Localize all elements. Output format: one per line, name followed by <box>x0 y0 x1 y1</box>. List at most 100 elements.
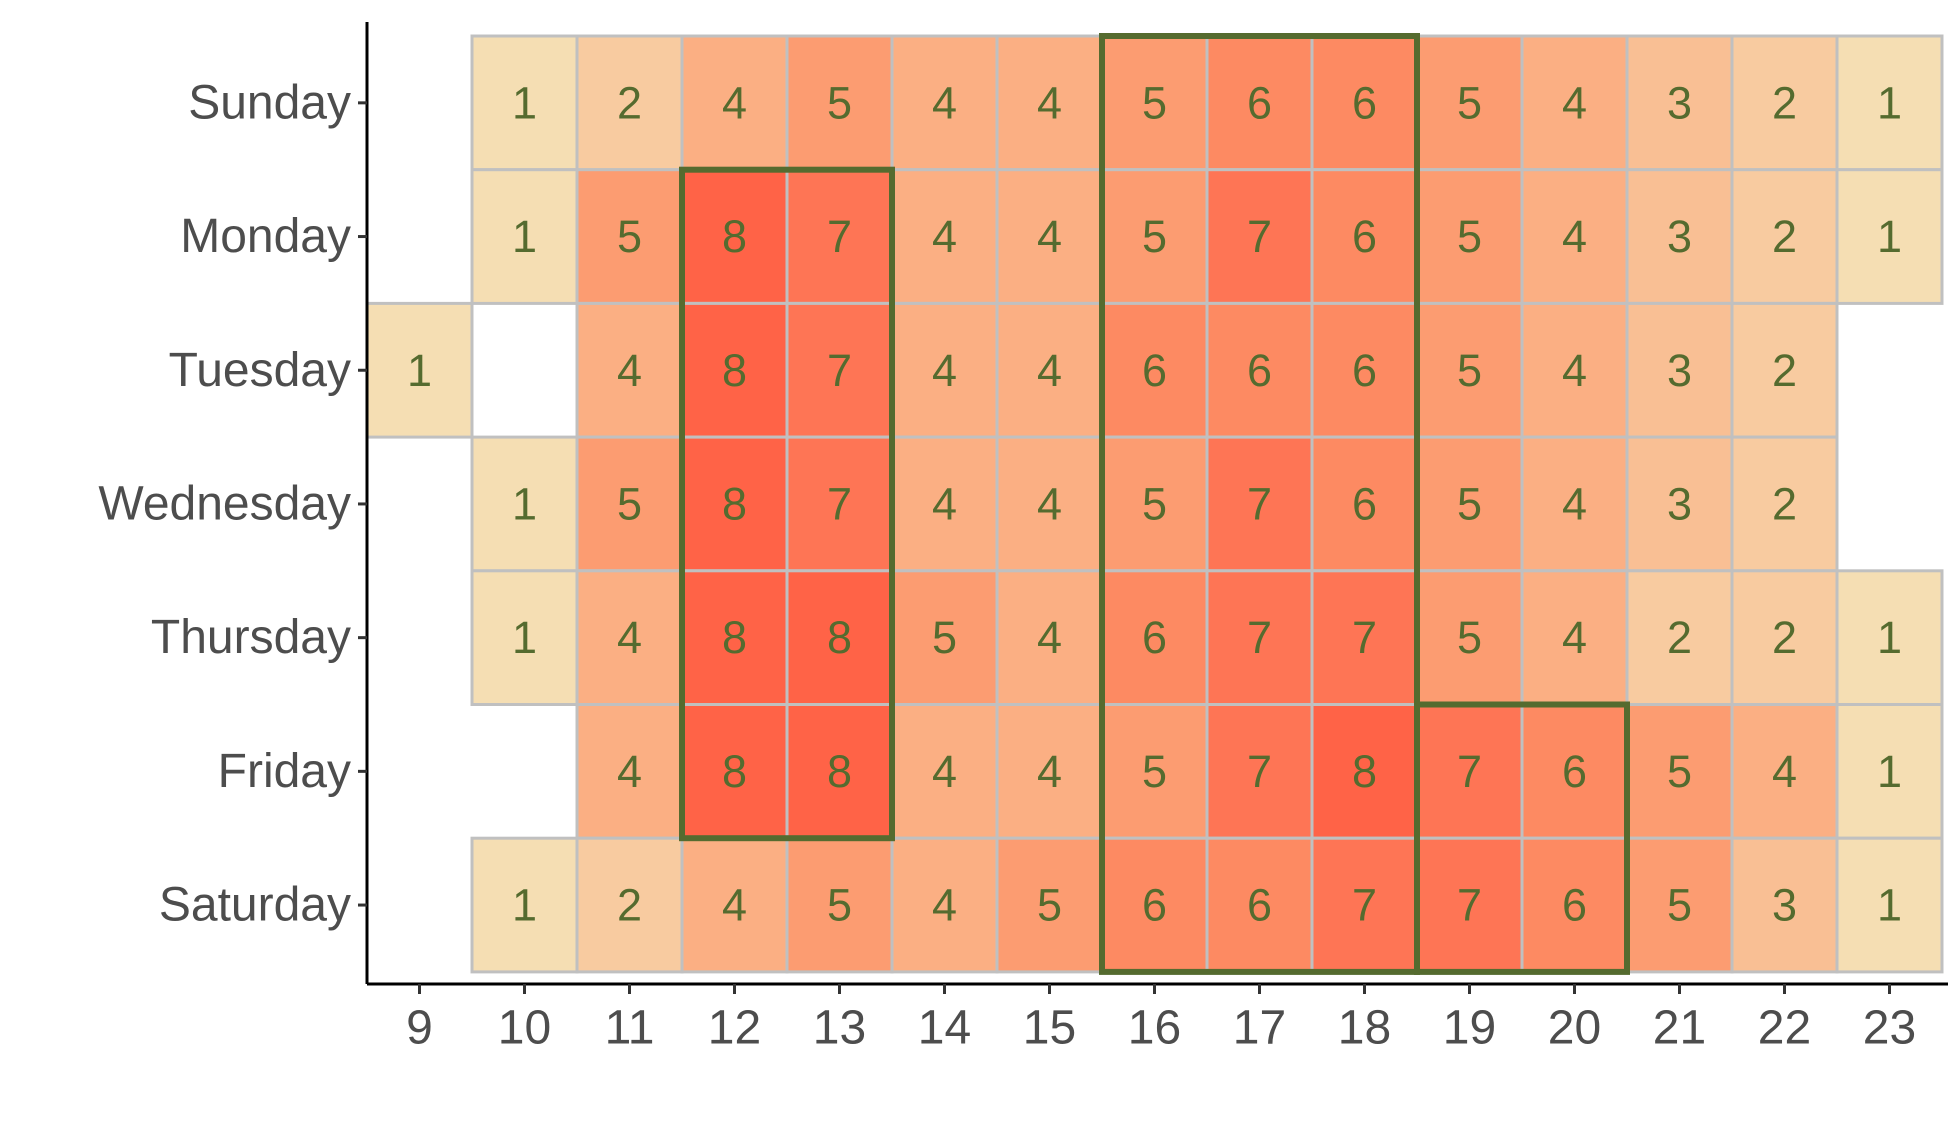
cell-value-label: 5 <box>1457 345 1482 396</box>
heatmap-cell <box>365 301 474 439</box>
cell-value-label: 1 <box>1877 880 1902 931</box>
heatmap-cell <box>470 569 579 706</box>
cell-value-label: 1 <box>512 211 537 262</box>
axes: Sunday Monday Tuesday Wednesday Thursday Frid… <box>98 22 1948 1055</box>
x-tick-label: 15 <box>1023 1002 1076 1055</box>
heatmap-cell <box>1415 435 1524 573</box>
cell-value-label: 3 <box>1667 345 1692 396</box>
heatmap-cell <box>890 435 999 573</box>
cell-value-label: 5 <box>1142 478 1167 529</box>
x-tick-label: 10 <box>498 1002 551 1055</box>
cell-value-label: 4 <box>1037 746 1062 797</box>
cell-value-label: 4 <box>1037 345 1062 396</box>
y-tick-label: Tuesday <box>169 344 351 397</box>
cell-value-label: 5 <box>1667 746 1692 797</box>
cell-value-label: 7 <box>1247 746 1272 797</box>
heatmap-cell <box>995 836 1104 974</box>
heatmap-cell <box>1625 836 1734 974</box>
heatmap-cell <box>1835 168 1944 305</box>
cell-value-label: 1 <box>1877 211 1902 262</box>
heatmap-cell <box>575 569 684 706</box>
x-tick-label: 17 <box>1233 1002 1286 1055</box>
x-tick-label: 11 <box>605 1002 655 1055</box>
heatmap-cell <box>680 703 789 840</box>
x-tick-label: 19 <box>1443 1002 1496 1055</box>
x-tick-label: 23 <box>1863 1002 1916 1055</box>
cell-value-label: 1 <box>512 880 537 931</box>
cell-value-label: 8 <box>827 612 852 663</box>
cell-value-label: 4 <box>932 345 957 396</box>
cell-value-label: 2 <box>1772 345 1797 396</box>
heatmap-cell <box>1415 34 1524 172</box>
cell-value-label: 6 <box>1562 880 1587 931</box>
highlight-region <box>1099 33 1420 975</box>
heatmap-cell <box>1205 836 1314 974</box>
cell-value-label: 7 <box>1247 612 1272 663</box>
cell-value-label: 5 <box>1457 612 1482 663</box>
cell-value-label: 7 <box>827 478 852 529</box>
cell-value-label: 4 <box>722 77 747 128</box>
cell-value-label: 5 <box>617 478 642 529</box>
cell-value-label: 6 <box>1142 880 1167 931</box>
cell-value-label: 8 <box>827 746 852 797</box>
heatmap-cell <box>995 435 1104 573</box>
heatmap-cell <box>1205 435 1314 573</box>
cell-value-label: 7 <box>827 345 852 396</box>
x-tick-label: 13 <box>813 1002 866 1055</box>
cell-value-label: 6 <box>1142 612 1167 663</box>
cell-value-label: 7 <box>1247 478 1272 529</box>
heatmap-cell <box>1415 836 1524 974</box>
cell-value-label: 4 <box>1037 612 1062 663</box>
cell-value-label: 4 <box>1562 345 1587 396</box>
cell-value-label: 5 <box>1457 211 1482 262</box>
cell-value-label: 3 <box>1772 880 1797 931</box>
heatmap-cell <box>470 34 579 172</box>
heatmap-cell <box>1100 836 1209 974</box>
y-tick-label: Monday <box>180 210 351 263</box>
cell-value-label: 8 <box>722 612 747 663</box>
x-tick-label: 20 <box>1548 1002 1601 1055</box>
cell-value-label: 5 <box>1142 77 1167 128</box>
heatmap-cell <box>575 168 684 305</box>
heatmap-cell <box>1835 569 1944 706</box>
heatmap-cell <box>1310 435 1419 573</box>
cell-value-label: 1 <box>1877 77 1902 128</box>
cell-value-label: 4 <box>932 77 957 128</box>
x-tick-label: 21 <box>1653 1002 1706 1055</box>
cell-value-label: 7 <box>1352 612 1377 663</box>
heatmap-cell <box>785 836 894 974</box>
cell-value-label: 1 <box>1877 746 1902 797</box>
heatmap-cell <box>1205 168 1314 305</box>
cell-value-label: 2 <box>1772 478 1797 529</box>
cell-value-label: 5 <box>1457 77 1482 128</box>
cell-value-label: 2 <box>1772 77 1797 128</box>
cell-value-label: 2 <box>1772 211 1797 262</box>
cell-value-label: 4 <box>1562 478 1587 529</box>
cell-value-label: 3 <box>1667 77 1692 128</box>
cell-value-label: 7 <box>1457 746 1482 797</box>
heatmap-cell <box>890 703 999 840</box>
cell-value-label: 5 <box>1037 880 1062 931</box>
cell-value-label: 7 <box>1352 880 1377 931</box>
cell-value-label: 5 <box>1457 478 1482 529</box>
x-tick-label: 12 <box>708 1002 761 1055</box>
x-tick-label: 16 <box>1128 1002 1181 1055</box>
heatmap-cell <box>1625 703 1734 840</box>
heatmap-cell <box>1730 836 1839 974</box>
cell-value-label: 5 <box>1667 880 1692 931</box>
x-tick-label: 18 <box>1338 1002 1391 1055</box>
heatmap-cell <box>890 569 999 706</box>
heatmap-cell <box>1730 168 1839 305</box>
cell-value-label: 6 <box>1247 880 1272 931</box>
cell-value-label: 6 <box>1352 77 1377 128</box>
heatmap-cell <box>1625 569 1734 706</box>
cell-value-label: 6 <box>1247 345 1272 396</box>
heatmap-cell <box>890 168 999 305</box>
heatmap-cell <box>575 836 684 974</box>
cell-value-label: 8 <box>722 211 747 262</box>
heatmap-cell <box>1415 569 1524 706</box>
cell-value-label: 6 <box>1352 345 1377 396</box>
cell-value-label: 7 <box>1457 880 1482 931</box>
y-tick-label: Thursday <box>151 611 351 664</box>
cell-value-label: 5 <box>1142 746 1167 797</box>
